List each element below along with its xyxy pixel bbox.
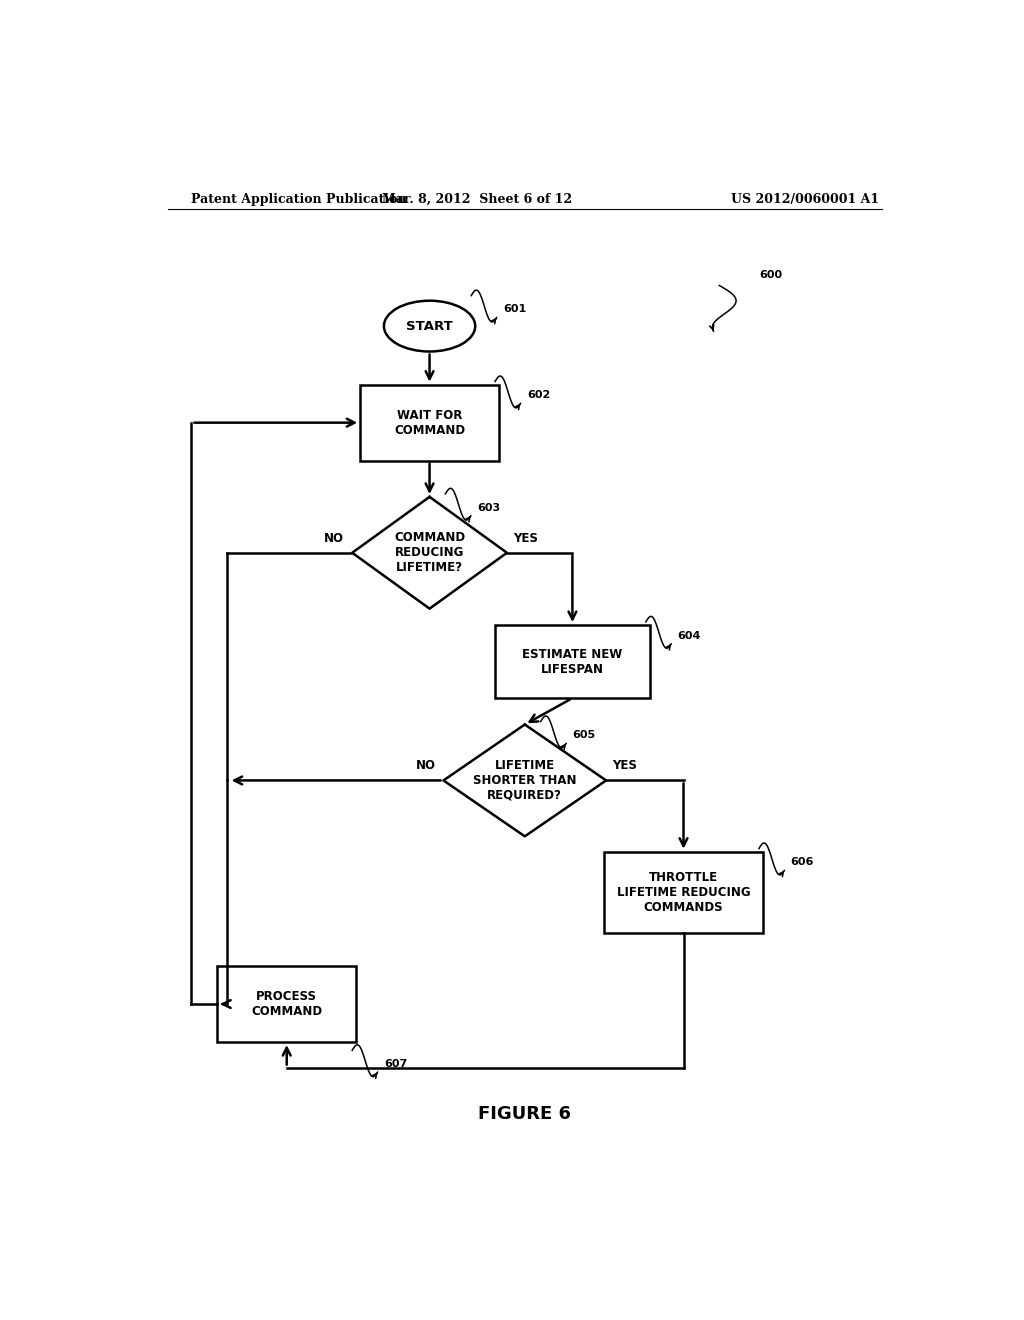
Text: NO: NO [325,532,344,545]
Text: LIFETIME
SHORTER THAN
REQUIRED?: LIFETIME SHORTER THAN REQUIRED? [473,759,577,803]
Text: THROTTLE
LIFETIME REDUCING
COMMANDS: THROTTLE LIFETIME REDUCING COMMANDS [616,871,751,913]
Text: US 2012/0060001 A1: US 2012/0060001 A1 [731,193,880,206]
Text: ESTIMATE NEW
LIFESPAN: ESTIMATE NEW LIFESPAN [522,648,623,676]
Text: 607: 607 [384,1059,408,1069]
Text: PROCESS
COMMAND: PROCESS COMMAND [251,990,323,1018]
Text: 606: 606 [791,858,814,867]
Text: WAIT FOR
COMMAND: WAIT FOR COMMAND [394,409,465,437]
Text: 604: 604 [678,631,701,640]
Text: FIGURE 6: FIGURE 6 [478,1105,571,1123]
Text: Patent Application Publication: Patent Application Publication [191,193,407,206]
Text: YES: YES [513,532,539,545]
Text: 603: 603 [477,503,501,512]
Text: YES: YES [612,759,637,772]
Text: 601: 601 [503,305,526,314]
Text: Mar. 8, 2012  Sheet 6 of 12: Mar. 8, 2012 Sheet 6 of 12 [382,193,572,206]
Text: 602: 602 [526,391,550,400]
Text: 605: 605 [572,730,596,741]
Text: START: START [407,319,453,333]
Text: NO: NO [416,759,435,772]
Text: COMMAND
REDUCING
LIFETIME?: COMMAND REDUCING LIFETIME? [394,531,465,574]
Text: 600: 600 [759,271,782,280]
